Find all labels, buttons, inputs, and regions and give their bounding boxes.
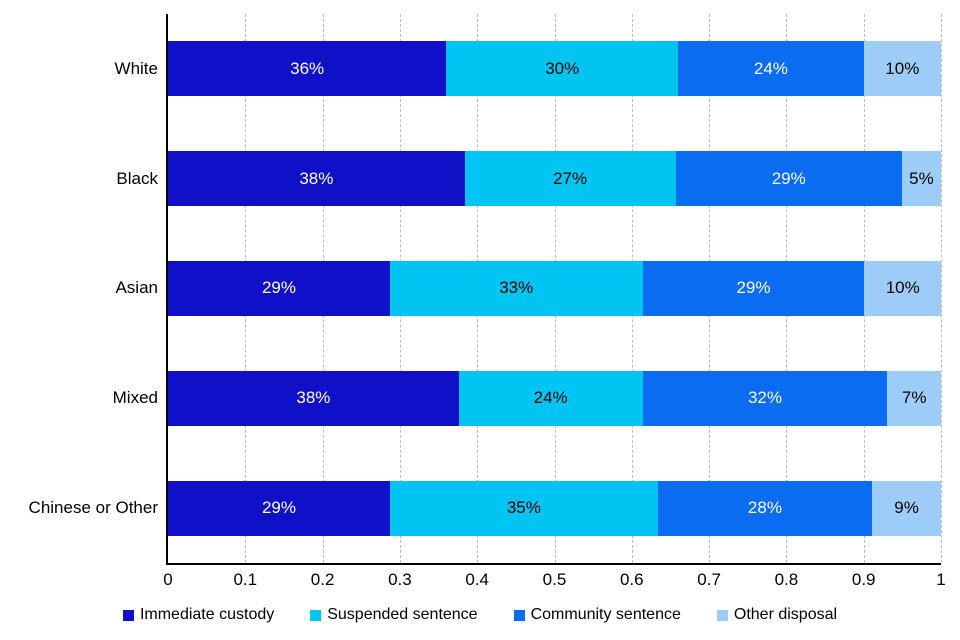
category-label: Black (116, 168, 158, 188)
legend-swatch-icon (716, 609, 728, 621)
x-tick-label: 0.7 (697, 570, 721, 589)
x-tick-label: 0.6 (619, 570, 644, 589)
x-tick-label: 0.5 (542, 570, 567, 589)
legend: Immediate custody Suspended sentence Commu… (0, 606, 960, 624)
bar-row: 29% 33% 29% 10% (168, 234, 941, 344)
stacked-bar: 29% 35% 28% 9% (168, 480, 941, 536)
bar-segment: 10% (863, 41, 941, 97)
bar-segment: 7% (887, 370, 941, 426)
x-tick-label: 1 (936, 570, 946, 589)
bar-segment: 32% (642, 370, 888, 426)
category-label: Chinese or Other (28, 498, 158, 518)
x-tick-label: 0.1 (233, 570, 258, 589)
bar-segment: 24% (678, 41, 864, 97)
legend-item: Suspended sentence (310, 606, 478, 624)
legend-label: Community sentence (530, 606, 681, 623)
legend-item: Community sentence (513, 606, 681, 624)
legend-item: Immediate custody (122, 606, 275, 624)
legend-item: Other disposal (716, 606, 838, 624)
bar-segment: 5% (901, 151, 941, 207)
bar-segment: 29% (642, 260, 865, 316)
bar-row: 36% 30% 24% 10% (168, 14, 941, 124)
bar-segment: 10% (864, 260, 941, 316)
bar-row: 38% 24% 32% 7% (168, 343, 941, 453)
legend-label: Other disposal (733, 606, 838, 623)
stacked-bar: 29% 33% 29% 10% (168, 260, 941, 316)
bar-row: 38% 27% 29% 5% (168, 124, 941, 234)
gridline (941, 14, 942, 563)
stacked-bar: 38% 27% 29% 5% (168, 151, 941, 207)
stacked-bar: 38% 24% 32% 7% (168, 370, 941, 426)
bar-segment: 35% (389, 480, 658, 536)
bar-segment: 38% (168, 370, 459, 426)
bar-segment: 29% (168, 480, 390, 536)
bar-segment: 29% (675, 151, 902, 207)
bar-segment: 30% (446, 41, 679, 97)
bar-segment: 36% (168, 41, 447, 97)
bar-segment: 28% (657, 480, 873, 536)
x-tick-label: 0.3 (388, 570, 412, 589)
bar-segment: 33% (389, 260, 643, 316)
bar-segment: 29% (168, 260, 390, 316)
x-tick-label: 0.9 (851, 570, 876, 589)
x-tick-label: 0.2 (310, 570, 335, 589)
legend-label: Immediate custody (139, 606, 275, 623)
bar-segment: 9% (872, 480, 941, 536)
bar-segment: 38% (168, 151, 465, 207)
category-label: White (114, 58, 158, 78)
legend-label: Suspended sentence (327, 606, 478, 623)
category-label: Asian (115, 278, 158, 298)
category-label: Mixed (112, 388, 158, 408)
stacked-bar: 36% 30% 24% 10% (168, 41, 941, 97)
x-tick-label: 0.4 (465, 570, 490, 589)
legend-swatch-icon (513, 609, 525, 621)
x-tick-label: 0.8 (774, 570, 799, 589)
bar-segment: 27% (464, 151, 676, 207)
bar-row: 29% 35% 28% 9% (168, 453, 941, 563)
legend-swatch-icon (310, 609, 322, 621)
x-tick-label: 0 (163, 570, 173, 589)
legend-swatch-icon (122, 609, 134, 621)
bar-segment: 24% (458, 370, 643, 426)
plot-area: 36% 30% 24% 10% 38% 27% 29% 5% 29% 33% 29% 10% 38% 24… (166, 14, 942, 565)
